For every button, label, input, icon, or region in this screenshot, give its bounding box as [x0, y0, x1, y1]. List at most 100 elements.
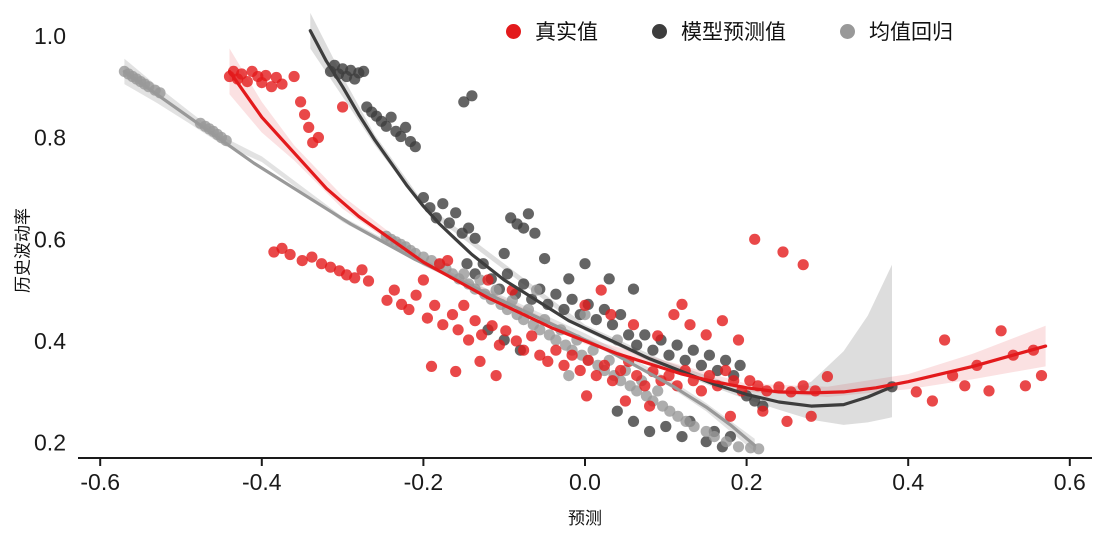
scatter-point-series-0 — [590, 370, 602, 382]
x-tick-label: -0.2 — [404, 469, 444, 495]
scatter-point-series-0 — [312, 131, 324, 144]
scatter-point-series-1 — [606, 319, 619, 331]
scatter-point-series-0 — [474, 355, 486, 367]
y-tick-label: 0.8 — [34, 125, 66, 151]
scatter-point-series-2 — [672, 410, 684, 422]
scatter-point-series-0 — [566, 349, 578, 361]
scatter-point-series-2 — [664, 405, 676, 417]
scatter-point-series-0 — [595, 284, 607, 296]
scatter-point-series-0 — [777, 246, 789, 258]
scatter-point-series-0 — [676, 298, 688, 310]
scatter-point-series-0 — [773, 381, 785, 393]
scatter-point-series-1 — [660, 420, 672, 433]
scatter-point-series-1 — [466, 90, 478, 102]
x-tick-label: 0.0 — [569, 469, 601, 495]
x-axis-title: 预测 — [568, 509, 602, 528]
scatter-point-series-0 — [303, 121, 315, 133]
scatter-point-series-1 — [647, 344, 659, 356]
scatter-point-series-1 — [590, 314, 602, 326]
scatter-point-series-0 — [631, 370, 643, 382]
scatter-point-series-1 — [623, 329, 635, 341]
scatter-point-series-0 — [668, 309, 680, 321]
scatter-point-series-0 — [663, 370, 675, 382]
legend-item-model-prediction: 模型预测值 — [652, 16, 786, 46]
scatter-point-series-1 — [469, 232, 481, 244]
scatter-point-series-1 — [679, 354, 691, 366]
scatter-point-series-2 — [700, 425, 712, 438]
scatter-point-series-2 — [550, 334, 562, 346]
scatter-point-series-1 — [603, 273, 615, 285]
scatter-point-series-0 — [732, 334, 745, 346]
scatter-point-series-0 — [490, 370, 502, 382]
y-axis-title: 历史波动率 — [13, 208, 33, 293]
scatter-point-series-2 — [530, 284, 543, 296]
scatter-point-series-1 — [385, 111, 397, 123]
scatter-point-series-2 — [688, 420, 700, 433]
scatter-point-series-0 — [388, 284, 400, 296]
scatter-point-series-0 — [486, 320, 498, 332]
scatter-point-series-1 — [400, 121, 412, 133]
scatter-point-series-1 — [563, 273, 575, 285]
scatter-point-series-2 — [732, 441, 745, 453]
scatter-point-series-0 — [639, 380, 651, 392]
scatter-point-series-1 — [566, 293, 578, 305]
scatter-point-series-1 — [627, 283, 640, 295]
scatter-point-series-0 — [458, 299, 470, 311]
scatter-point-series-0 — [821, 371, 834, 383]
scatter-point-series-0 — [550, 344, 562, 356]
scatter-point-series-0 — [316, 258, 328, 270]
scatter-point-series-1 — [518, 222, 530, 234]
scatter-point-series-0 — [296, 255, 308, 267]
legend-item-actual: 真实值 — [506, 16, 598, 46]
scatter-point-series-1 — [461, 258, 473, 270]
scatter-point-series-1 — [676, 431, 688, 443]
scatter-point-series-1 — [501, 268, 513, 280]
scatter-point-series-0 — [716, 315, 729, 327]
scatter-point-series-0 — [684, 319, 696, 331]
x-tick-label: 0.6 — [1054, 469, 1086, 495]
scatter-point-series-1 — [450, 207, 462, 219]
scatter-point-series-0 — [510, 335, 522, 347]
scatter-point-series-0 — [236, 68, 248, 80]
scatter-point-series-0 — [581, 390, 593, 402]
scatter-point-series-0 — [983, 385, 995, 397]
scatter-point-series-1 — [687, 344, 699, 356]
scatter-point-series-0 — [558, 359, 570, 371]
scatter-point-series-1 — [695, 359, 708, 371]
scatter-point-series-0 — [805, 410, 817, 422]
scatter-point-series-1 — [529, 227, 541, 239]
legend-label-model-prediction: 模型预测值 — [681, 21, 786, 44]
scatter-point-series-1 — [498, 247, 510, 260]
scatter-point-series-0 — [284, 248, 296, 261]
legend: 真实值 模型预测值 均值回归 — [506, 16, 953, 46]
scatter-point-series-1 — [615, 309, 627, 321]
trend-line-series-0 — [227, 69, 1048, 395]
scatter-point-series-1 — [711, 364, 724, 377]
scatter-point-series-1 — [700, 436, 712, 448]
scatter-point-series-0 — [724, 410, 737, 422]
scatter-point-series-0 — [518, 344, 530, 356]
trend-line-series-1 — [308, 29, 894, 408]
scatter-point-series-0 — [606, 375, 619, 387]
scatter-point-series-0 — [446, 309, 459, 321]
scatter-point-series-1 — [627, 415, 640, 427]
scatter-point-series-0 — [276, 78, 288, 90]
scatter-point-series-0 — [542, 355, 554, 367]
legend-label-mean-reversion: 均值回归 — [869, 21, 953, 44]
scatter-point-series-0 — [429, 299, 441, 311]
scatter-point-series-1 — [463, 222, 475, 234]
scatter-point-series-1 — [380, 120, 392, 132]
scatter-point-series-0 — [582, 354, 594, 366]
scatter-point-series-1 — [358, 65, 370, 77]
x-tick-label: -0.6 — [80, 469, 120, 495]
scatter-point-series-2 — [579, 309, 591, 321]
scatter-point-series-0 — [469, 315, 481, 327]
scatter-point-series-0 — [615, 364, 627, 377]
scatter-point-series-0 — [695, 385, 708, 397]
scatter-point-series-2 — [458, 268, 470, 280]
scatter-point-series-0 — [463, 334, 475, 346]
y-tick-label: 0.4 — [34, 328, 66, 354]
scatter-point-series-0 — [652, 330, 664, 342]
legend-swatch-model-prediction-icon — [652, 23, 667, 39]
